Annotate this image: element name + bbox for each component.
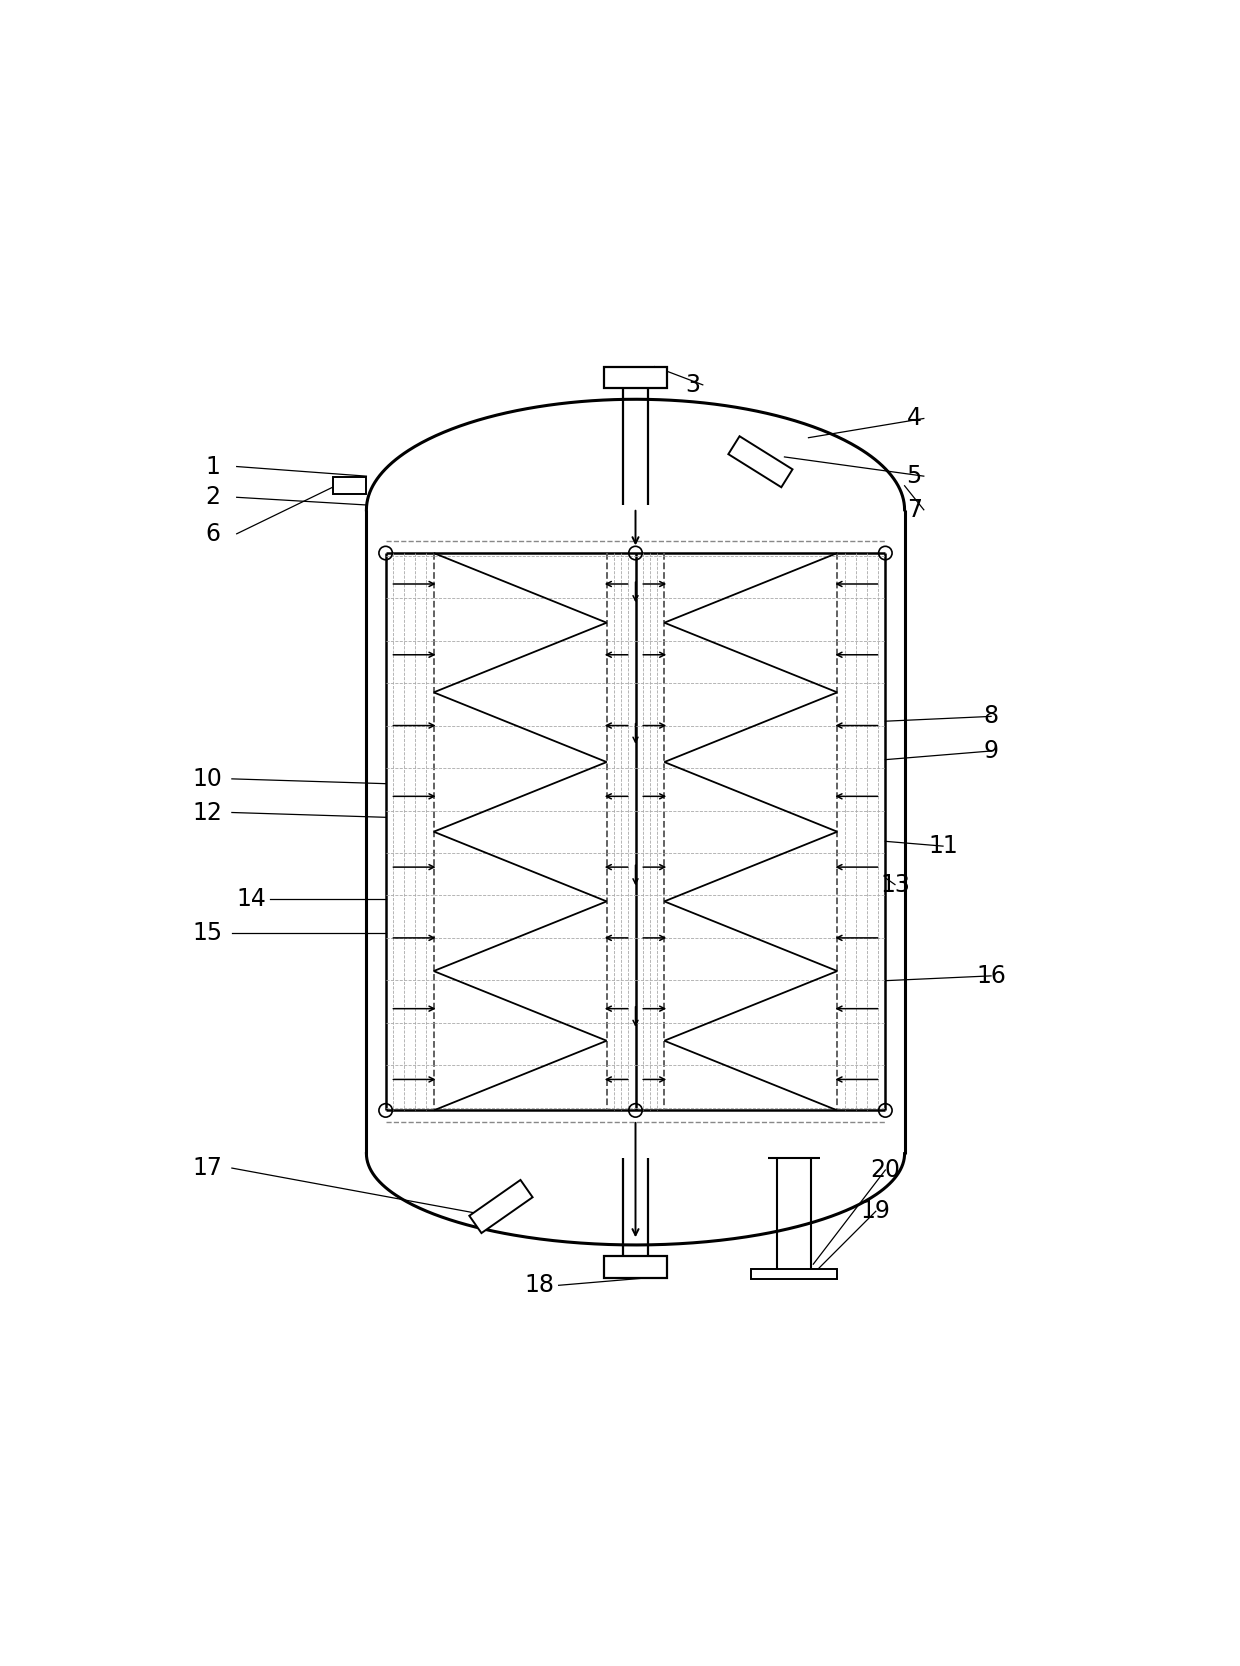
Polygon shape (728, 436, 792, 486)
Text: 3: 3 (686, 373, 701, 397)
Text: 17: 17 (193, 1156, 223, 1180)
Bar (751, 1269, 837, 1278)
Bar (604, 367, 667, 388)
Text: 7: 7 (906, 498, 921, 521)
Text: 4: 4 (906, 407, 921, 430)
Text: 9: 9 (983, 740, 998, 763)
Text: 13: 13 (880, 873, 910, 896)
Text: 11: 11 (929, 835, 957, 858)
Polygon shape (469, 1180, 533, 1233)
Text: 12: 12 (193, 800, 223, 825)
Text: 10: 10 (193, 766, 223, 791)
Text: 5: 5 (906, 465, 921, 488)
Text: 1: 1 (206, 455, 219, 478)
Text: 15: 15 (192, 921, 223, 945)
Text: 6: 6 (205, 521, 221, 546)
Text: 8: 8 (983, 705, 998, 728)
Text: 16: 16 (976, 965, 1006, 988)
Text: 14: 14 (236, 886, 267, 911)
Text: 20: 20 (870, 1158, 900, 1181)
Bar (332, 476, 367, 495)
Text: 2: 2 (205, 485, 221, 510)
Bar (604, 1256, 667, 1278)
Text: 18: 18 (525, 1273, 554, 1298)
Text: 19: 19 (861, 1200, 890, 1223)
